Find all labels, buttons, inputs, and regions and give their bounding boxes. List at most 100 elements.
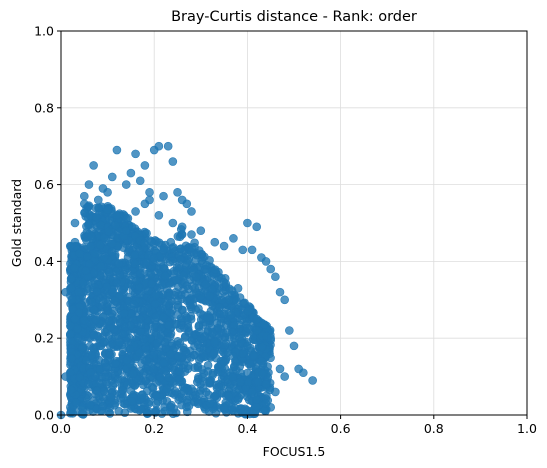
scatter-point xyxy=(107,172,117,182)
x-tick-label: 0.6 xyxy=(331,421,351,436)
scatter-point xyxy=(80,208,89,218)
scatter-point xyxy=(164,373,173,382)
x-axis-ticks: 0.0 0.2 0.4 0.6 0.8 1.0 xyxy=(51,415,537,436)
scatter-point xyxy=(219,348,228,357)
scatter-point xyxy=(113,374,123,384)
scatter-point xyxy=(129,300,139,309)
scatter-point xyxy=(93,195,103,205)
scatter-point xyxy=(171,275,181,285)
scatter-point xyxy=(121,180,131,189)
scatter-point xyxy=(106,392,116,402)
scatter-point xyxy=(168,157,178,166)
scatter-point xyxy=(102,282,112,292)
scatter-point xyxy=(99,337,109,347)
scatter-point xyxy=(84,220,93,230)
scatter-point xyxy=(252,326,262,335)
scatter-point xyxy=(154,211,164,220)
scatter-point xyxy=(160,406,170,416)
scatter-point xyxy=(168,256,178,266)
scatter-point xyxy=(220,340,229,350)
scatter-point xyxy=(89,305,99,315)
scatter-point xyxy=(260,320,269,329)
scatter-point xyxy=(210,265,220,274)
scatter-point xyxy=(70,218,80,228)
scatter-point xyxy=(168,409,178,419)
scatter-point xyxy=(148,364,158,374)
scatter-point xyxy=(179,271,189,280)
scatter-point xyxy=(257,356,266,366)
scatter-point xyxy=(70,263,79,273)
scatter-point xyxy=(226,310,236,320)
scatter-point xyxy=(86,368,96,377)
scatter-point xyxy=(252,314,262,324)
scatter-point xyxy=(159,191,168,201)
scatter-point xyxy=(112,145,122,155)
scatter-point xyxy=(143,408,153,418)
scatter-point xyxy=(126,404,136,413)
scatter-point xyxy=(184,401,194,411)
scatter-point xyxy=(70,314,80,324)
scatter-point xyxy=(61,372,70,381)
scatter-point xyxy=(126,321,136,330)
scatter-point xyxy=(266,403,276,412)
scatter-point xyxy=(84,180,94,189)
scatter-point xyxy=(261,379,271,389)
scatter-point xyxy=(145,187,154,197)
scatter-point xyxy=(176,244,186,253)
scatter-point xyxy=(177,222,187,232)
scatter-point xyxy=(142,228,151,238)
scatter-point xyxy=(91,315,101,325)
scatter-point xyxy=(122,356,132,365)
scatter-point xyxy=(146,270,156,279)
scatter-point xyxy=(117,385,127,395)
scatter-point xyxy=(263,362,272,371)
scatter-point xyxy=(90,249,100,259)
scatter-point xyxy=(141,377,151,386)
scatter-point xyxy=(243,323,252,333)
scatter-point xyxy=(61,287,70,297)
scatter-point xyxy=(271,272,280,282)
scatter-point xyxy=(195,327,204,337)
scatter-point xyxy=(147,279,157,289)
scatter-point xyxy=(228,372,237,382)
scatter-point xyxy=(142,386,152,396)
scatter-point xyxy=(136,320,146,329)
scatter-point xyxy=(275,364,285,374)
scatter-point xyxy=(131,276,141,286)
scatter-point xyxy=(159,313,168,322)
scatter-point xyxy=(160,271,170,281)
scatter-point xyxy=(243,307,253,316)
scatter-point xyxy=(261,257,271,266)
scatter-point xyxy=(85,400,95,409)
scatter-point xyxy=(218,356,228,366)
scatter-point xyxy=(66,321,75,331)
y-tick-label: 0.8 xyxy=(34,100,54,115)
scatter-point xyxy=(100,253,109,262)
scatter-point xyxy=(257,342,267,352)
scatter-point xyxy=(173,336,182,346)
scatter-point xyxy=(258,369,267,379)
scatter-point xyxy=(187,243,196,253)
scatter-point xyxy=(119,309,129,318)
scatter-point xyxy=(71,398,81,408)
y-axis-ticks: 0.0 0.2 0.4 0.6 0.8 1.0 xyxy=(34,24,61,423)
scatter-point xyxy=(78,343,87,353)
scatter-point xyxy=(184,328,193,337)
scatter-point xyxy=(238,349,248,358)
scatter-point xyxy=(112,211,122,220)
x-tick-label: 1.0 xyxy=(517,421,537,436)
scatter-point xyxy=(144,399,153,409)
scatter-point xyxy=(74,308,84,317)
scatter-point xyxy=(205,378,214,388)
scatter-point xyxy=(249,351,259,360)
y-tick-label: 0.4 xyxy=(34,254,54,269)
scatter-point xyxy=(66,385,76,395)
scatter-point xyxy=(196,226,206,235)
scatter-point xyxy=(67,295,77,304)
scatter-point xyxy=(243,377,253,387)
scatter-point xyxy=(73,333,83,343)
scatter-point xyxy=(115,337,124,347)
scatter-point xyxy=(187,207,196,216)
scatter-point xyxy=(142,356,151,366)
